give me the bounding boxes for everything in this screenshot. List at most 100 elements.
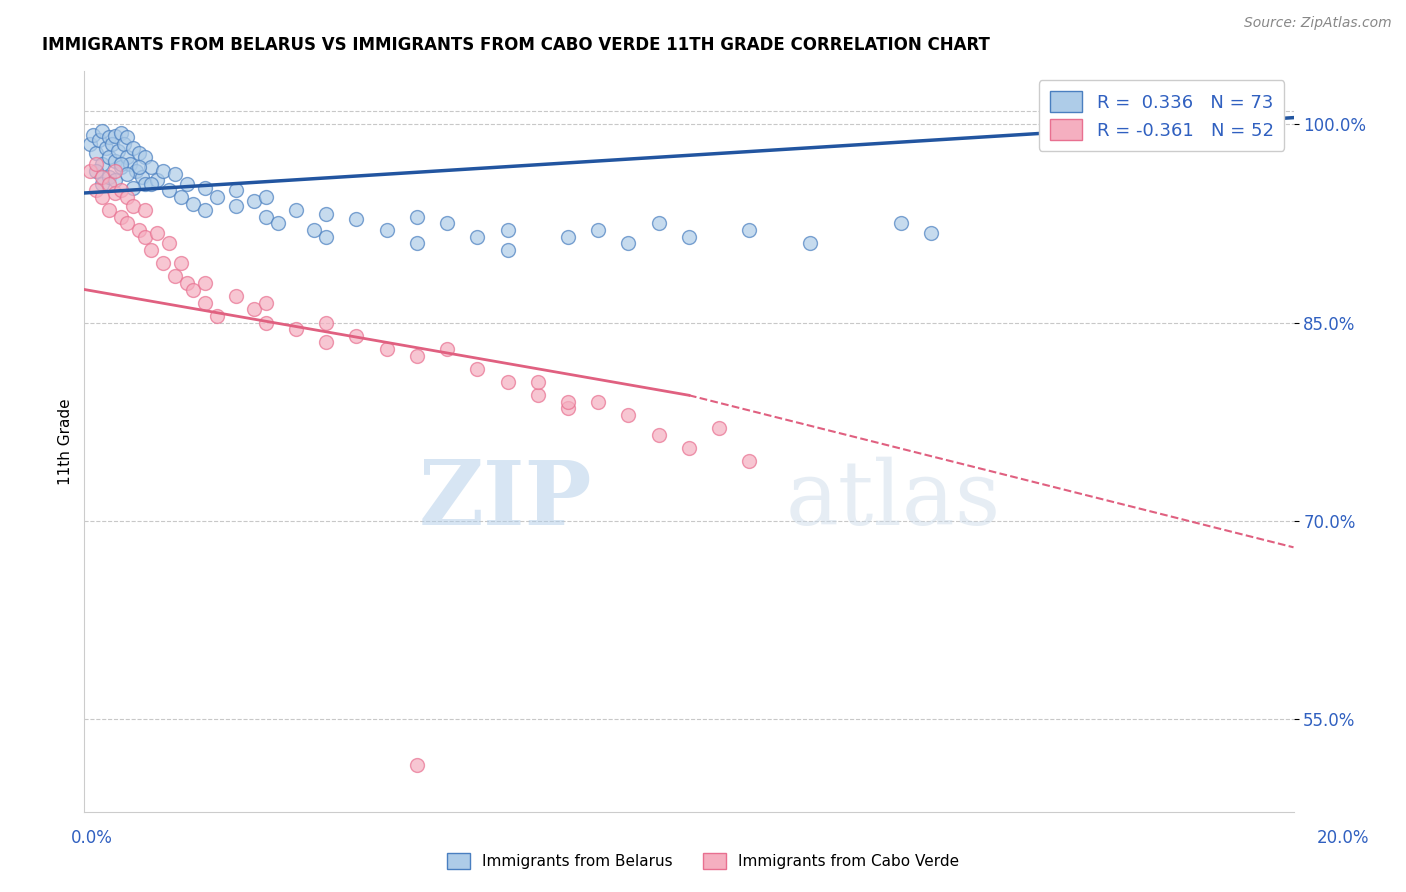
Point bbox=[315, 207, 337, 221]
Point bbox=[557, 395, 579, 409]
Point bbox=[115, 168, 138, 182]
Point bbox=[79, 137, 101, 152]
Point bbox=[139, 160, 162, 174]
Point bbox=[104, 186, 127, 200]
Point bbox=[97, 177, 120, 191]
Point bbox=[121, 180, 143, 194]
Point bbox=[157, 236, 180, 251]
Text: ZIP: ZIP bbox=[419, 458, 592, 544]
Point bbox=[588, 395, 610, 409]
Point bbox=[375, 342, 398, 356]
Point bbox=[131, 170, 153, 185]
Point bbox=[152, 163, 174, 178]
Point bbox=[648, 216, 671, 230]
Point bbox=[115, 130, 138, 145]
Point bbox=[170, 190, 193, 204]
Point bbox=[496, 243, 519, 257]
Text: 0.0%: 0.0% bbox=[70, 829, 112, 847]
Point bbox=[139, 177, 162, 191]
Point bbox=[110, 210, 132, 224]
Point bbox=[557, 401, 579, 416]
Point bbox=[648, 428, 671, 442]
Point bbox=[254, 316, 277, 330]
Point bbox=[496, 375, 519, 389]
Point bbox=[738, 223, 761, 237]
Point bbox=[302, 223, 325, 237]
Point bbox=[91, 157, 114, 171]
Point bbox=[181, 196, 204, 211]
Point bbox=[738, 454, 761, 468]
Text: Source: ZipAtlas.com: Source: ZipAtlas.com bbox=[1244, 16, 1392, 29]
Point bbox=[97, 170, 120, 185]
Point bbox=[207, 190, 229, 204]
Point bbox=[406, 236, 429, 251]
Point bbox=[527, 388, 550, 402]
Point bbox=[128, 146, 150, 161]
Point bbox=[170, 256, 193, 270]
Point bbox=[134, 177, 156, 191]
Point bbox=[406, 758, 429, 772]
Point bbox=[194, 180, 217, 194]
Point bbox=[315, 316, 337, 330]
Text: atlas: atlas bbox=[786, 457, 1001, 544]
Point bbox=[254, 190, 277, 204]
Point bbox=[110, 127, 132, 141]
Point bbox=[97, 130, 120, 145]
Point bbox=[207, 309, 229, 323]
Point bbox=[436, 216, 458, 230]
Point bbox=[920, 226, 942, 240]
Point bbox=[110, 157, 132, 171]
Point bbox=[467, 361, 489, 376]
Point bbox=[97, 203, 120, 218]
Point bbox=[125, 163, 148, 178]
Legend: R =  0.336   N = 73, R = -0.361   N = 52: R = 0.336 N = 73, R = -0.361 N = 52 bbox=[1039, 80, 1285, 151]
Point bbox=[406, 210, 429, 224]
Point bbox=[104, 163, 127, 178]
Point bbox=[115, 216, 138, 230]
Point bbox=[617, 408, 640, 422]
Point bbox=[285, 203, 308, 218]
Point bbox=[315, 335, 337, 350]
Point bbox=[406, 349, 429, 363]
Point bbox=[112, 137, 135, 152]
Point bbox=[121, 141, 143, 155]
Point bbox=[79, 163, 101, 178]
Point bbox=[86, 157, 108, 171]
Point bbox=[134, 150, 156, 164]
Point bbox=[121, 199, 143, 213]
Point bbox=[134, 203, 156, 218]
Point bbox=[242, 194, 264, 208]
Point bbox=[91, 170, 114, 185]
Point bbox=[115, 150, 138, 164]
Point bbox=[225, 289, 247, 303]
Point bbox=[157, 183, 180, 197]
Point bbox=[176, 177, 198, 191]
Point bbox=[165, 168, 187, 182]
Point bbox=[82, 128, 104, 142]
Point bbox=[225, 183, 247, 197]
Point bbox=[890, 216, 912, 230]
Point bbox=[181, 283, 204, 297]
Point bbox=[110, 160, 132, 174]
Point bbox=[128, 160, 150, 174]
Point bbox=[467, 229, 489, 244]
Point bbox=[86, 146, 108, 161]
Point bbox=[107, 144, 129, 158]
Text: 20.0%: 20.0% bbox=[1316, 829, 1369, 847]
Point bbox=[375, 223, 398, 237]
Point bbox=[194, 203, 217, 218]
Point bbox=[225, 199, 247, 213]
Point bbox=[496, 223, 519, 237]
Point bbox=[254, 295, 277, 310]
Point bbox=[285, 322, 308, 336]
Y-axis label: 11th Grade: 11th Grade bbox=[58, 398, 73, 485]
Point bbox=[110, 183, 132, 197]
Point bbox=[709, 421, 731, 435]
Point bbox=[194, 295, 217, 310]
Point bbox=[91, 177, 114, 191]
Point bbox=[146, 226, 169, 240]
Point bbox=[104, 173, 127, 187]
Point bbox=[91, 190, 114, 204]
Point bbox=[115, 190, 138, 204]
Point bbox=[346, 212, 368, 227]
